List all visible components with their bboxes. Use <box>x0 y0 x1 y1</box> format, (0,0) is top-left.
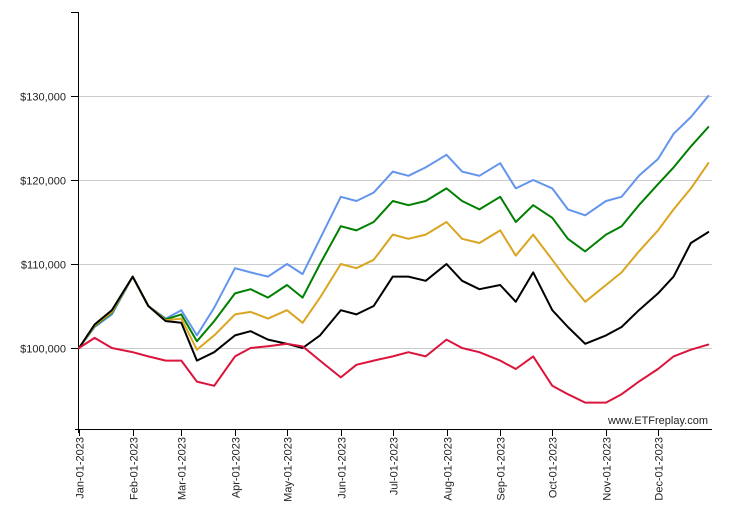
x-tick-label: Jan-01-2023 <box>75 437 87 499</box>
x-tick-label: Jun-01-2023 <box>337 437 349 499</box>
y-tick-label: $100,000 <box>20 344 66 356</box>
series-line-3 <box>78 162 710 351</box>
x-ticks: Jan-01-2023 Feb-01-2023 Mar-01-2023 Apr-01-… <box>75 430 666 502</box>
series-line-5 <box>78 336 710 404</box>
y-ticks: $100,000 $110,000 $120,000 $130,000 <box>20 92 78 356</box>
series-group <box>78 95 710 404</box>
x-tick-label: Apr-01-2023 <box>231 437 243 498</box>
watermark: www.ETFreplay.com <box>607 415 708 427</box>
x-tick-label: Mar-01-2023 <box>177 437 189 500</box>
x-tick-label: Dec-01-2023 <box>654 437 666 501</box>
y-tick-label: $120,000 <box>20 176 66 188</box>
axes <box>71 12 712 433</box>
series-line-4 <box>78 231 710 362</box>
x-tick-label: Nov-01-2023 <box>602 437 614 501</box>
y-tick-label: $130,000 <box>20 92 66 104</box>
y-tick-label: $110,000 <box>21 260 66 272</box>
x-tick-label: Jul-01-2023 <box>389 437 401 495</box>
grid <box>79 96 712 349</box>
x-tick-label: Aug-01-2023 <box>443 437 455 501</box>
x-tick-label: Sep-01-2023 <box>496 437 508 501</box>
series-line-1 <box>78 95 710 349</box>
x-tick-label: Oct-01-2023 <box>548 437 560 498</box>
x-tick-label: May-01-2023 <box>283 437 295 502</box>
x-tick-label: Feb-01-2023 <box>129 437 141 500</box>
series-line-2 <box>78 126 710 349</box>
